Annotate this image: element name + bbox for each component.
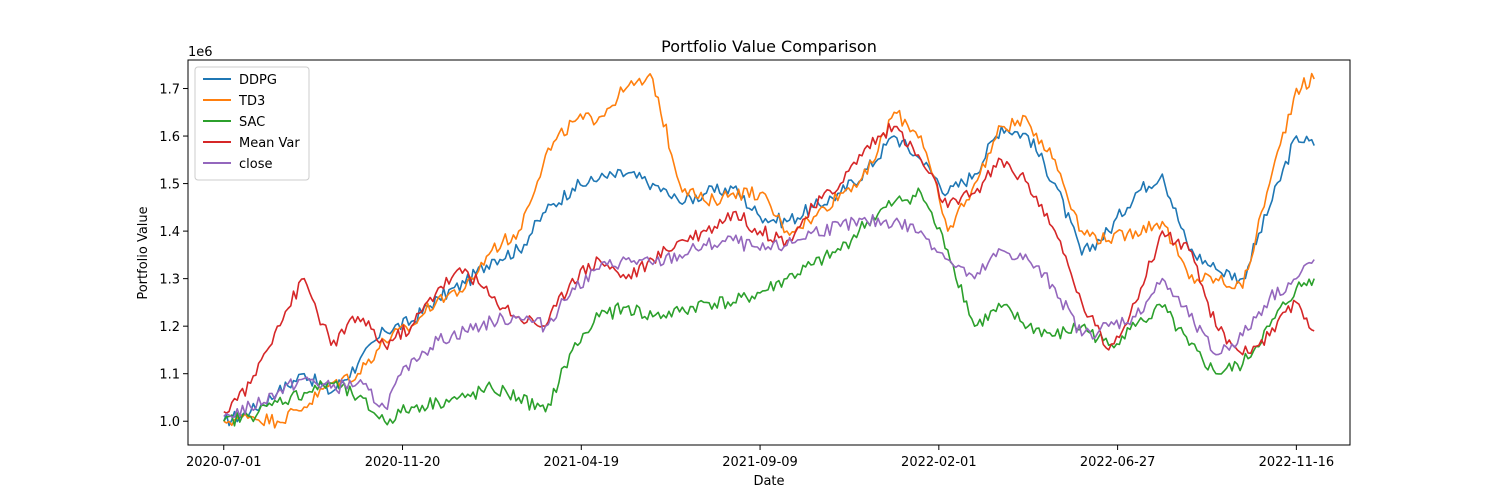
x-axis: 2020-07-01 2020-11-20 2021-04-19 2021-09-09… [186, 445, 1334, 470]
series-line-mean-var [223, 122, 1315, 414]
y-tick-label: 1.2 [159, 320, 180, 335]
y-axis: 1.0 1.1 1.2 1.3 1.4 1.5 1.6 1.7 [159, 83, 188, 430]
series-line-ddpg [223, 125, 1315, 427]
y-tick-label: 1.5 [159, 178, 180, 193]
x-tick-label: 2022-06-27 [1080, 455, 1156, 470]
x-tick-label: 2022-02-01 [901, 455, 977, 470]
y-tick-label: 1.3 [159, 273, 180, 288]
y-tick-label: 1.1 [159, 368, 180, 383]
legend: DDPG TD3 SAC Mean Var close [194, 66, 310, 181]
x-tick-label: 2022-11-16 [1259, 455, 1335, 470]
legend-entry: SAC [239, 115, 265, 130]
chart-title: Portfolio Value Comparison [661, 37, 877, 56]
series-line-close [223, 214, 1315, 418]
y-tick-label: 1.0 [159, 415, 180, 430]
y-axis-offset-label: 1e6 [188, 45, 213, 60]
y-axis-label: Portfolio Value [136, 206, 151, 299]
legend-entry: Mean Var [239, 136, 300, 151]
x-tick-label: 2021-09-09 [722, 455, 798, 470]
x-tick-label: 2021-04-19 [544, 455, 620, 470]
plot-area [223, 72, 1315, 429]
plot-frame [187, 59, 1351, 446]
series-line-td3 [223, 72, 1315, 429]
legend-entry: close [239, 157, 272, 172]
legend-entry: DDPG [239, 73, 277, 88]
x-tick-label: 2020-11-20 [365, 455, 441, 470]
legend-entry: TD3 [238, 94, 265, 109]
y-tick-label: 1.4 [159, 225, 180, 240]
y-tick-label: 1.7 [159, 83, 180, 98]
series-line-sac [223, 187, 1315, 427]
y-tick-label: 1.6 [159, 130, 180, 145]
x-axis-label: Date [753, 474, 784, 489]
legend-box [194, 66, 310, 181]
x-tick-label: 2020-07-01 [186, 455, 262, 470]
